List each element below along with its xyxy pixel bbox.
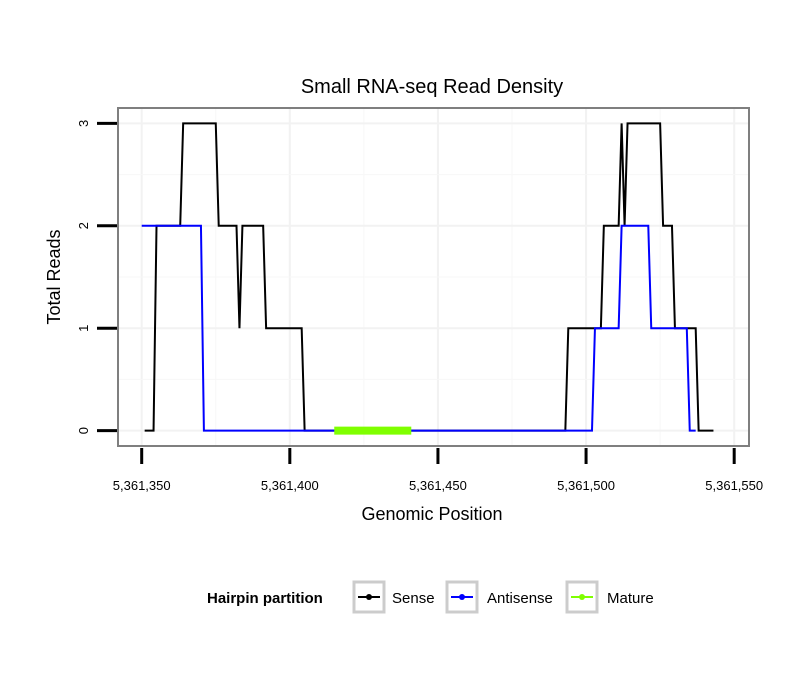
x-axis-label: Genomic Position (361, 504, 502, 524)
y-axis: 0 1 2 3 (76, 120, 117, 434)
x-axis: 5,361,350 5,361,400 5,361,450 5,361,500 5,36… (113, 448, 763, 493)
y-tick-label: 0 (76, 427, 91, 434)
x-tick-label: 5,361,500 (557, 478, 615, 493)
series-lines (141, 122, 714, 435)
plot-border (117, 107, 750, 447)
legend-title: Hairpin partition (207, 590, 323, 607)
y-tick-label: 1 (76, 325, 91, 332)
legend-point-sense (366, 594, 372, 600)
legend-item-mature: Mature (565, 580, 654, 614)
x-tick-label: 5,361,450 (409, 478, 467, 493)
x-tick-label: 5,361,400 (261, 478, 319, 493)
y-tick-label: 2 (76, 222, 91, 229)
legend-point-mature (579, 594, 585, 600)
legend-item-antisense: Antisense (445, 580, 553, 614)
chart-title: Small RNA-seq Read Density (301, 76, 563, 98)
legend-item-sense: Sense (352, 580, 435, 614)
legend: Hairpin partition Sense Antisense Mature (207, 580, 654, 614)
y-axis-label: Total Reads (44, 229, 64, 324)
legend-point-antisense (459, 594, 465, 600)
legend-label-antisense: Antisense (487, 590, 553, 607)
legend-label-sense: Sense (392, 590, 435, 607)
legend-label-mature: Mature (607, 590, 654, 607)
series-line-antisense (141, 224, 696, 432)
x-tick-label: 5,361,550 (705, 478, 763, 493)
y-tick-label: 3 (76, 120, 91, 127)
x-tick-label: 5,361,350 (113, 478, 171, 493)
